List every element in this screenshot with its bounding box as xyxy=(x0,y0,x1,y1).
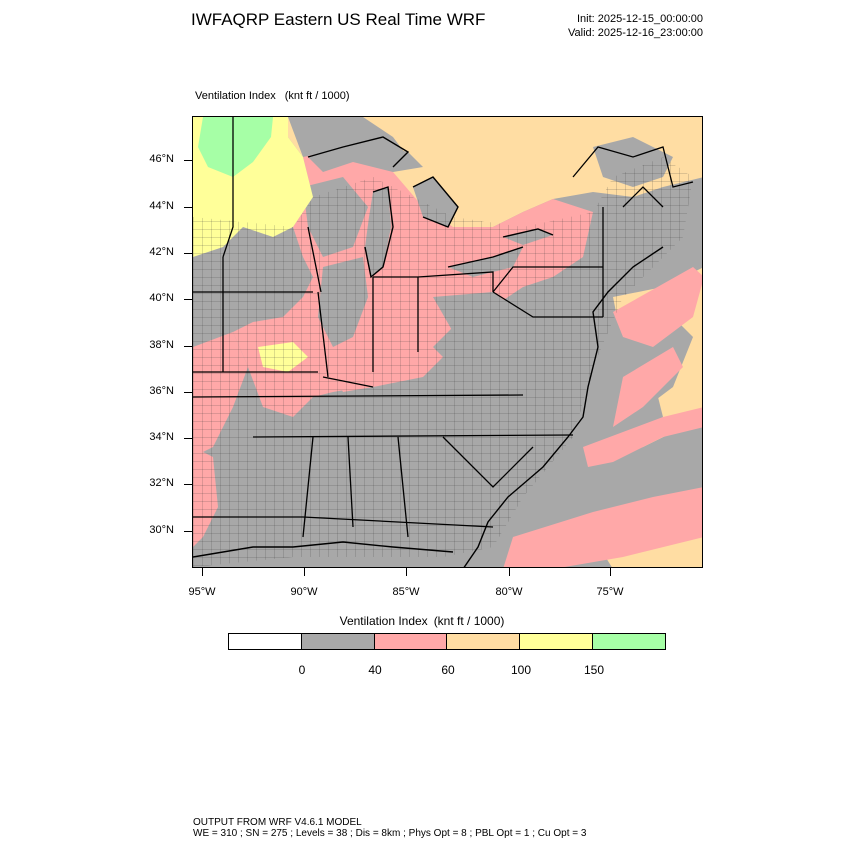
colorbar-label: 0 xyxy=(298,663,306,677)
lon-tick xyxy=(202,568,203,576)
colorbar-swatch xyxy=(520,634,594,649)
green-northwest xyxy=(198,117,273,177)
colorbar-swatch xyxy=(447,634,521,649)
field-label: Ventilation Index (knt ft / 1000) xyxy=(195,90,359,102)
lat-tick xyxy=(184,253,192,254)
lat-tick xyxy=(184,299,192,300)
colorbar-swatch xyxy=(593,634,665,649)
county-grid xyxy=(193,157,693,567)
lat-tick xyxy=(184,438,192,439)
lat-tick xyxy=(184,160,192,161)
state-boundaries xyxy=(193,117,694,538)
lat-tick xyxy=(184,531,192,532)
colorbar-title-units: (knt ft / 1000) xyxy=(433,614,505,628)
colorbar-swatch xyxy=(229,634,302,649)
colorbar-label: 60 xyxy=(441,663,455,677)
pink-atlantic-2 xyxy=(613,347,683,427)
lon-label: 95°W xyxy=(188,586,216,598)
lat-label: 36°N xyxy=(149,385,174,397)
colorbar xyxy=(228,633,666,650)
field-name: Ventilation Index xyxy=(195,90,276,102)
lon-tick xyxy=(610,568,611,576)
lat-label: 40°N xyxy=(149,292,174,304)
lat-tick xyxy=(184,207,192,208)
ventilation-index-map xyxy=(192,116,703,568)
colorbar-title-name: Ventilation Index xyxy=(339,614,428,628)
lat-label: 46°N xyxy=(149,153,174,165)
field-units: (knt ft / 1000) xyxy=(284,90,350,102)
lat-tick xyxy=(184,484,192,485)
pink-atlantic-1 xyxy=(613,267,702,347)
lon-label: 85°W xyxy=(392,586,420,598)
lon-label: 75°W xyxy=(596,586,624,598)
plot-title: IWFAQRP Eastern US Real Time WRF xyxy=(191,10,486,29)
lat-tick xyxy=(184,346,192,347)
lat-label: 42°N xyxy=(149,246,174,258)
colorbar-label: 150 xyxy=(583,663,605,677)
valid-time: Valid: 2025-12-16_23:00:00 xyxy=(568,27,703,39)
lon-tick xyxy=(406,568,407,576)
lon-label: 90°W xyxy=(290,586,318,598)
lat-label: 30°N xyxy=(149,524,174,536)
lon-tick xyxy=(509,568,510,576)
lat-label: 32°N xyxy=(149,477,174,489)
colorbar-swatch xyxy=(301,634,375,649)
lat-label: 34°N xyxy=(149,431,174,443)
pink-atlantic-3 xyxy=(583,407,702,467)
colorbar-label: 40 xyxy=(368,663,382,677)
lat-tick xyxy=(184,392,192,393)
lon-tick xyxy=(304,568,305,576)
colorbar-title: Ventilation Index (knt ft / 1000) xyxy=(0,614,850,628)
colorbar-label: 100 xyxy=(510,663,532,677)
lat-label: 44°N xyxy=(149,200,174,212)
coastlines xyxy=(193,136,664,567)
map-canvas xyxy=(193,117,702,567)
pink-atlantic-4 xyxy=(503,487,702,567)
init-time: Init: 2025-12-15_00:00:00 xyxy=(577,13,703,25)
lon-label: 80°W xyxy=(495,586,523,598)
model-info-line2: WE = 310 ; SN = 275 ; Levels = 38 ; Dis … xyxy=(193,828,587,839)
model-info-line1: OUTPUT FROM WRF V4.6.1 MODEL xyxy=(193,817,362,828)
colorbar-swatch xyxy=(374,634,448,649)
lat-label: 38°N xyxy=(149,339,174,351)
